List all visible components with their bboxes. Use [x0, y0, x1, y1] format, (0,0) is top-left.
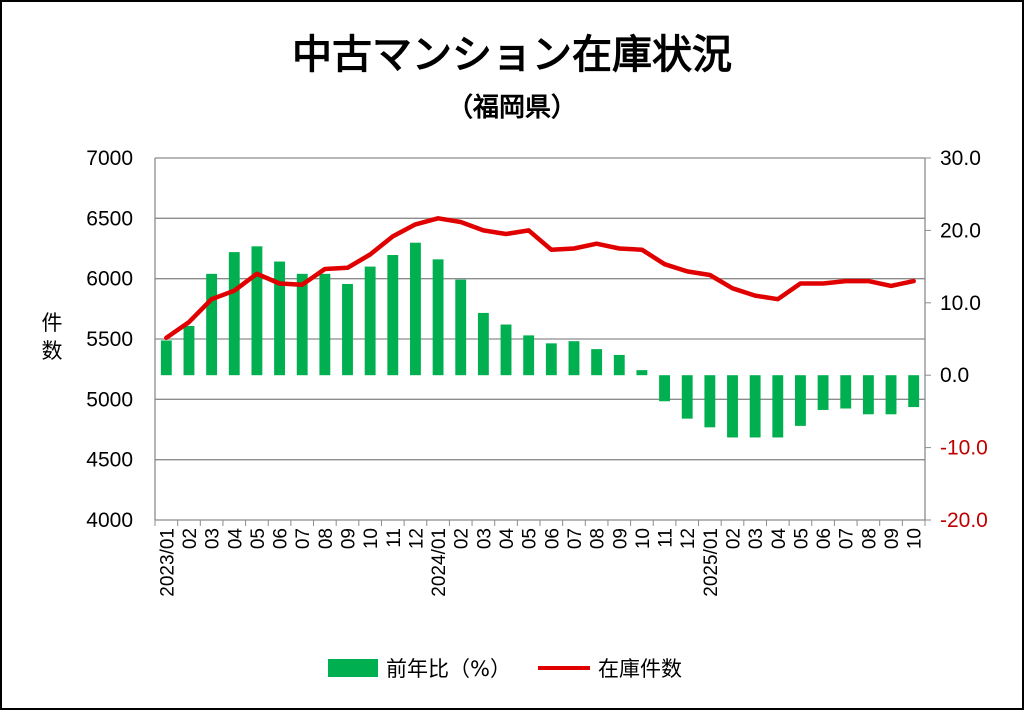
left-tick-label: 5500 [86, 328, 133, 351]
bar [817, 375, 829, 410]
line-series [164, 216, 916, 341]
x-tick-label: 05 [520, 528, 541, 549]
x-tick-label: 03 [203, 528, 224, 549]
right-tick-label: 10.0 [940, 292, 981, 315]
bar [659, 375, 670, 402]
left-tick-label: 4000 [86, 509, 133, 532]
bar [364, 266, 376, 376]
bar [795, 375, 806, 426]
x-tick-label: 07 [837, 528, 858, 549]
bar [477, 312, 489, 376]
x-tick-label: 03 [746, 528, 767, 549]
bar-series [160, 242, 920, 438]
x-tick-label: 10 [905, 528, 926, 549]
right-tick-label: 30.0 [940, 147, 981, 170]
bar [908, 375, 920, 408]
x-tick-label: 09 [882, 528, 903, 549]
x-tick-label: 12 [406, 528, 427, 549]
right-tick-label: 20.0 [940, 219, 981, 242]
bar [228, 252, 240, 376]
bar [885, 375, 897, 415]
bar [727, 375, 738, 438]
x-tick-label: 04 [225, 528, 246, 550]
chart-subtitle: （福岡県） [447, 93, 577, 123]
x-tick-label: 03 [474, 528, 495, 549]
x-tick-label: 02 [452, 528, 473, 549]
bar [206, 273, 218, 376]
x-tick-label: 05 [248, 528, 269, 549]
bar [704, 375, 716, 428]
bar [432, 259, 444, 376]
x-tick-label: 08 [588, 528, 609, 549]
bar [274, 261, 285, 376]
chart-title: 中古マンション在庫状況 [292, 32, 732, 78]
x-tick-label: 07 [293, 528, 314, 549]
x-tick-label: 05 [791, 528, 812, 549]
bar [319, 273, 331, 376]
legend: 前年比（%） 在庫件数 [328, 657, 682, 681]
bar [862, 375, 874, 415]
right-tick-label: 0.0 [940, 364, 969, 387]
left-tick-label: 6500 [86, 207, 133, 230]
x-tick-label: 12 [678, 528, 699, 549]
legend-bar-swatch [328, 659, 378, 677]
x-tick-label: 2023/01 [157, 528, 178, 597]
x-tick-label: 06 [814, 528, 835, 549]
left-tick-label: 5000 [86, 388, 133, 411]
series-line [164, 216, 916, 341]
bar [500, 324, 512, 376]
x-tick-label: 04 [769, 528, 790, 550]
x-tick-label: 11 [656, 528, 677, 548]
bar [183, 325, 195, 376]
bar [613, 354, 625, 376]
bar [591, 349, 603, 376]
left-tick-label: 7000 [86, 147, 133, 170]
bar [545, 343, 557, 376]
bar [160, 340, 172, 376]
bar [251, 246, 263, 376]
x-tick-label: 09 [339, 528, 360, 549]
bar [636, 370, 648, 376]
right-tick-label: -10.0 [940, 437, 988, 460]
x-tick-label: 02 [180, 528, 201, 549]
x-tick-label: 08 [316, 528, 337, 549]
x-tick-label: 09 [610, 528, 631, 549]
bar [387, 255, 399, 376]
bar [296, 273, 308, 376]
right-tick-label: -20.0 [940, 509, 988, 532]
x-tick-label: 10 [361, 528, 382, 549]
bar [455, 279, 467, 376]
x-tick-label: 04 [497, 528, 518, 550]
right-axis-ticks: -20.0 -10.0 0.0 10.0 20.0 30.0 [940, 147, 988, 532]
legend-bar-label: 前年比（%） [386, 657, 511, 681]
y-axis-label-char-2: 数 [42, 339, 63, 363]
x-tick-label: 06 [542, 528, 563, 549]
bar [840, 375, 852, 409]
bar [342, 283, 353, 376]
x-tick-label: 06 [271, 528, 292, 549]
x-axis-ticks: 2023/01 02 03 04 05 06 07 08 09 10 11 12 2024/01 02 03… [157, 528, 925, 597]
bar [772, 375, 784, 438]
y-axis-label-char-1: 件 [42, 311, 63, 335]
bar [568, 341, 580, 376]
bar [410, 242, 421, 376]
x-tick-label: 2024/01 [429, 528, 450, 597]
x-tick-label: 11 [384, 528, 405, 548]
left-axis-ticks: 4000 4500 5000 5500 6000 6500 7000 [86, 147, 133, 532]
x-tick-label: 08 [859, 528, 880, 549]
legend-line-label: 在庫件数 [598, 657, 682, 681]
gridlines [155, 157, 925, 461]
left-tick-label: 4500 [86, 449, 133, 472]
x-tick-label: 02 [724, 528, 745, 549]
bar [681, 375, 693, 419]
left-tick-label: 6000 [86, 268, 133, 291]
axes [154, 157, 931, 526]
x-tick-label: 07 [565, 528, 586, 549]
x-tick-label: 2025/01 [701, 528, 722, 597]
bar [749, 375, 761, 438]
x-tick-label: 10 [633, 528, 654, 549]
bar [523, 335, 535, 376]
